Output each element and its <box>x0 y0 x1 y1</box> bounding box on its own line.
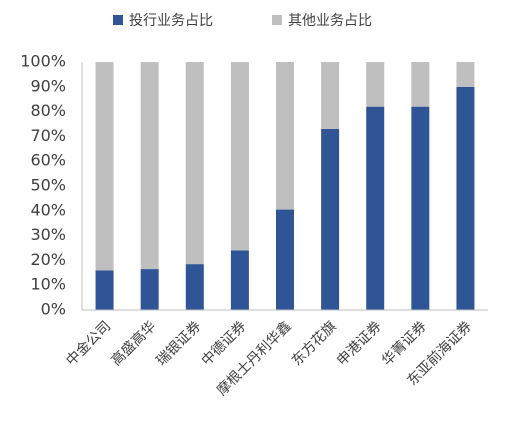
y-tick-label: 50% <box>30 176 66 195</box>
bar-segment <box>185 264 204 310</box>
x-tick-label: 高盛高华 <box>108 318 160 370</box>
bar-segment <box>185 62 204 265</box>
bar-segment <box>140 62 159 270</box>
y-tick-label: 40% <box>30 200 66 219</box>
bar-segment <box>321 128 340 310</box>
bar-segment <box>366 106 385 310</box>
y-tick-label: 0% <box>41 300 66 319</box>
bar-segment <box>411 106 430 310</box>
legend-swatch <box>272 15 282 25</box>
bar-segment <box>230 250 249 310</box>
x-tick-label: 东方花旗 <box>289 318 340 369</box>
y-tick-label: 10% <box>30 275 66 294</box>
x-tick-label: 中金公司 <box>63 318 114 369</box>
bar-segment <box>276 209 294 310</box>
legend-label: 投行业务占比 <box>129 13 213 29</box>
y-tick-label: 20% <box>30 250 66 269</box>
legend-swatch <box>113 15 123 25</box>
y-tick-label: 100% <box>20 52 66 71</box>
y-tick-label: 60% <box>30 151 66 170</box>
bar-segment <box>366 62 385 107</box>
x-tick-label: 申港证券 <box>334 318 385 369</box>
bar-segment <box>321 62 340 129</box>
bar-segment <box>456 62 475 87</box>
bar-segment <box>276 62 294 210</box>
x-tick-label: 瑞银证券 <box>154 318 205 369</box>
bar-segment <box>95 62 114 271</box>
legend-label: 其他业务占比 <box>288 13 372 29</box>
y-tick-label: 80% <box>30 101 66 120</box>
bar-segment <box>230 62 249 251</box>
y-tick-label: 90% <box>30 76 66 95</box>
bar-segment <box>95 270 114 310</box>
bar-segment <box>140 269 159 310</box>
bar-segment <box>456 86 475 310</box>
y-tick-label: 70% <box>30 126 66 145</box>
bar-segment <box>411 62 430 107</box>
y-tick-label: 30% <box>30 225 66 244</box>
